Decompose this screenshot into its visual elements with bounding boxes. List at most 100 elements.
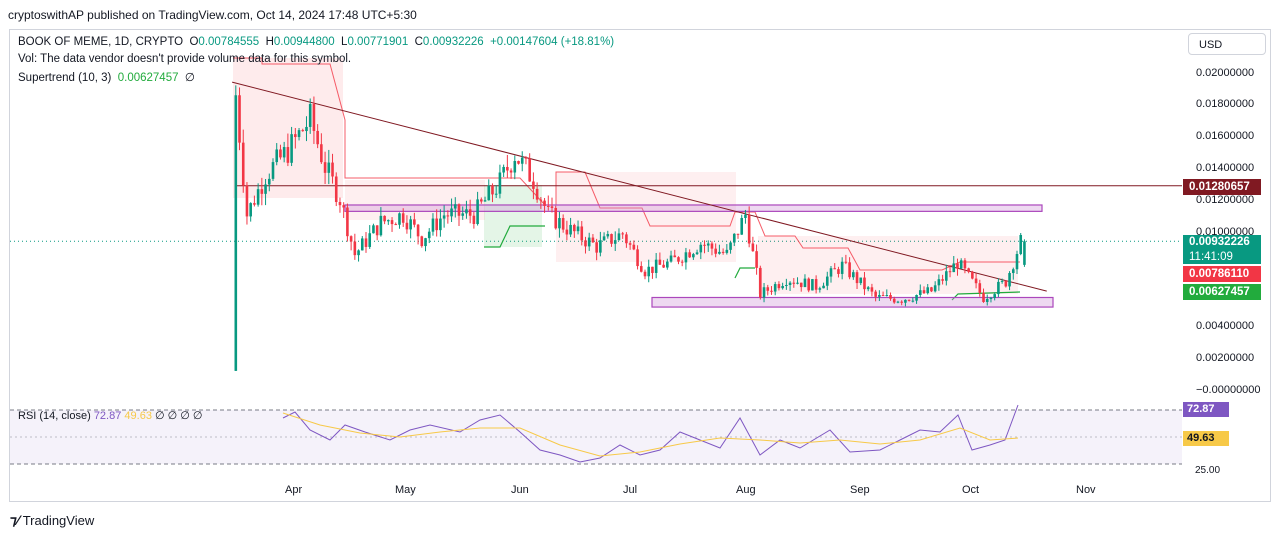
candle-down <box>435 218 438 231</box>
price-tick: 0.00200000 <box>1196 352 1255 364</box>
candle-down <box>413 219 416 225</box>
candle-up <box>453 204 457 209</box>
candle-down <box>535 188 539 200</box>
candle-down <box>286 147 290 163</box>
candle-down <box>509 170 513 173</box>
candle-down <box>584 240 587 247</box>
candle-up <box>762 287 766 298</box>
candle-down <box>941 279 944 281</box>
tradingview-brand[interactable]: ⁊⁄ TradingView <box>10 512 94 529</box>
candle-up <box>822 285 825 289</box>
price-tick: 0.01400000 <box>1196 162 1255 174</box>
candle-down <box>323 162 327 173</box>
candle-down <box>316 130 319 145</box>
candle-down <box>855 272 859 284</box>
candle-down <box>967 268 970 272</box>
candle-up <box>695 252 699 255</box>
supertrend-label: Supertrend (10, 3) <box>18 72 112 84</box>
candle-up <box>606 234 610 237</box>
candle-down <box>673 255 677 258</box>
candle-down <box>643 271 647 277</box>
candle-down <box>628 243 632 245</box>
candle-down <box>870 287 874 292</box>
candle-down <box>565 229 569 235</box>
rsi-ma-value: 49.63 <box>124 410 152 422</box>
candle-down <box>349 236 353 242</box>
candle-up <box>368 233 372 247</box>
brand-label: TradingView <box>22 513 95 528</box>
candle-up <box>796 282 799 284</box>
candle-up <box>885 295 889 297</box>
candle-down <box>770 290 773 292</box>
candle-down <box>550 206 554 208</box>
candle-up <box>866 287 870 290</box>
close-label: C <box>414 36 423 48</box>
candle-down <box>401 213 405 223</box>
price-tick: 0.00400000 <box>1196 320 1255 332</box>
candle-down <box>714 248 717 254</box>
time-tick: Apr <box>285 484 303 496</box>
candle-down <box>610 234 613 244</box>
candle-down <box>238 95 241 143</box>
candle-down <box>662 264 665 268</box>
candle-up <box>699 244 703 253</box>
candle-down <box>554 207 558 229</box>
rsi-zeros: ∅ ∅ ∅ ∅ <box>155 410 203 422</box>
candle-up <box>818 288 822 290</box>
candle-up <box>409 219 412 230</box>
candle-up <box>290 134 293 163</box>
candle-up <box>357 250 360 256</box>
candle-up <box>424 238 427 247</box>
candle-down <box>561 218 565 230</box>
candle-up <box>476 199 479 224</box>
candle-down <box>747 214 751 244</box>
candle-up <box>692 254 695 258</box>
candle-down <box>721 251 725 253</box>
candle-up <box>465 209 468 214</box>
candle-down <box>792 282 796 284</box>
rsi-pane <box>10 404 1182 465</box>
candle-down <box>978 283 982 293</box>
candle-up <box>773 284 777 292</box>
candle-down <box>491 185 494 195</box>
candle-down <box>632 244 636 250</box>
candle-down <box>751 243 755 252</box>
candle-down <box>710 243 714 249</box>
candle-down <box>651 266 654 273</box>
candle-down <box>524 157 528 159</box>
candle-down <box>528 158 531 182</box>
candle-down <box>907 299 911 301</box>
candle-up <box>327 162 331 173</box>
candle-up <box>264 184 267 194</box>
support-zone <box>651 296 1054 308</box>
candle-down <box>420 236 424 247</box>
candle-down <box>279 149 282 158</box>
candle-up <box>829 268 833 277</box>
rsi-line <box>282 404 1019 463</box>
candle-down <box>253 203 256 205</box>
candle-down <box>636 249 639 267</box>
time-tick: Jul <box>623 484 638 496</box>
high-label: H <box>265 36 274 48</box>
candle-down <box>807 278 810 291</box>
candle-down <box>892 298 896 303</box>
supertrend-upper-tag: 0.00786110 <box>1183 266 1261 282</box>
candle-down <box>331 162 334 177</box>
currency-button[interactable]: USD <box>1188 33 1266 55</box>
candle-up <box>234 95 238 371</box>
candle-down <box>677 257 680 262</box>
candle-up <box>878 294 881 297</box>
candle-down <box>457 204 461 216</box>
price-tick: −0.00000000 <box>1196 384 1261 396</box>
candle-up <box>431 218 435 232</box>
candle-up <box>1019 235 1023 255</box>
candle-up <box>785 284 788 287</box>
candle-up <box>647 266 651 277</box>
rsi-axis-tick: 25.00 <box>1195 465 1221 476</box>
candle-down <box>963 260 967 269</box>
candle-down <box>863 277 866 290</box>
candle-up <box>256 189 260 205</box>
candle-up <box>494 193 498 195</box>
candle-up <box>487 185 491 201</box>
